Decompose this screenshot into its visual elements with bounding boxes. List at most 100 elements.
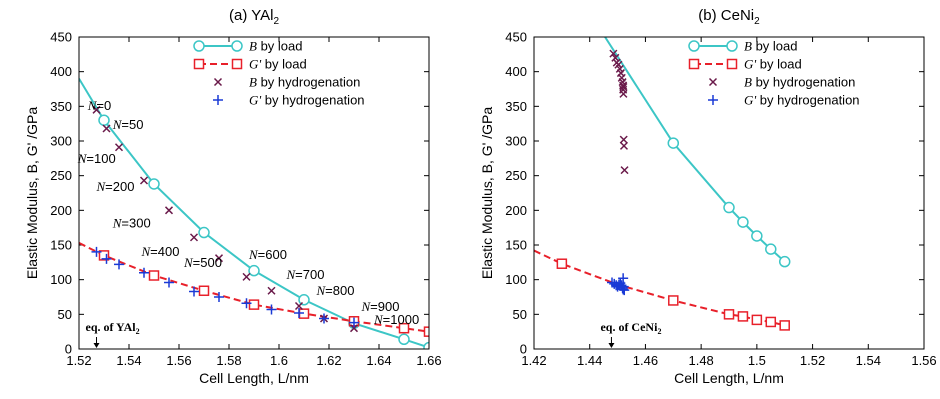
series-3: [607, 273, 630, 296]
data-point-square: [737, 311, 749, 322]
data-point-circle: [765, 243, 777, 255]
y-tick-label: 250: [505, 168, 527, 183]
data-point-x: [611, 53, 620, 62]
n-annotation: N=500: [183, 255, 222, 270]
data-point-circle: [737, 216, 749, 228]
series-2: [609, 49, 629, 175]
y-tick-label: 450: [505, 30, 527, 45]
legend: B by load G' by load B by hydrogenation G' …: [688, 39, 860, 108]
legend-label: B by load: [744, 39, 798, 54]
chart-panel-b: (b) CeNi2 1.42 1.44 1.46 1.48 1.5 1.52 1.54 1.56…: [479, 7, 937, 386]
data-point-square: [765, 316, 777, 328]
data-point-square: [751, 314, 763, 326]
x-tick-label: 1.46: [633, 353, 658, 368]
y-tick-label: 350: [505, 99, 527, 114]
data-point-x: [609, 49, 618, 58]
data-point-x: [349, 324, 359, 333]
x-tick-label: 1.58: [216, 353, 241, 368]
data-point-circle: [148, 178, 160, 190]
data-point-square: [668, 295, 679, 306]
data-point-circle: [298, 294, 310, 306]
x-tick-label: 1.64: [366, 353, 391, 368]
data-point-plus: [91, 246, 102, 257]
n-annotation: N=300: [112, 216, 151, 231]
data-point-x: [102, 124, 111, 133]
n-annotation: N=50: [112, 117, 144, 132]
data-point-x: [619, 89, 628, 98]
x-axis-label: Cell Length, L/nm: [199, 370, 309, 386]
data-point-square: [98, 250, 110, 261]
equilibrium-arrowhead: [93, 343, 100, 348]
data-point-plus: [319, 313, 329, 324]
y-tick-label: 50: [513, 307, 527, 322]
legend-label: G' by load: [249, 57, 307, 72]
data-point-x: [242, 272, 251, 281]
data-point-plus: [139, 267, 149, 278]
data-point-square: [248, 299, 260, 310]
legend-label: B by hydrogenation: [249, 75, 360, 90]
data-point-square: [723, 309, 735, 320]
x-tick-label: 1.54: [856, 353, 881, 368]
y-tick-label: 0: [520, 342, 527, 357]
legend-symbol: [213, 95, 223, 105]
plot-frame: [78, 36, 430, 350]
data-point-plus: [164, 277, 174, 288]
legend-label: G' by hydrogenation: [744, 93, 860, 108]
legend: B by load G' by load B by hydrogenation G' …: [193, 39, 365, 108]
legend-symbol: [708, 77, 718, 87]
data-point-plus: [241, 298, 252, 309]
plot-area: [534, 37, 791, 331]
data-point-plus: [618, 273, 629, 284]
n-annotation: N=1000: [373, 312, 419, 327]
y-tick-label: 150: [50, 238, 72, 253]
x-tick-label: 1.44: [577, 353, 602, 368]
x-tick-label: 1.48: [688, 353, 713, 368]
data-point-square: [198, 285, 210, 297]
series-0: [79, 78, 429, 349]
chart-title: (a) YAl2: [229, 7, 279, 27]
chart-panel-a: (a) YAl2 1.52 1.54 1.56 1.58 1.6 1.62 1.64 1.66 0…: [24, 7, 442, 386]
data-point-square: [148, 270, 160, 281]
n-annotation: N=200: [96, 179, 135, 194]
data-point-plus: [619, 285, 630, 296]
n-annotation: N=800: [316, 283, 355, 298]
data-point-circle: [778, 255, 791, 268]
y-tick-label: 250: [50, 168, 72, 183]
data-point-circle: [198, 226, 210, 239]
y-tick-label: 350: [50, 99, 72, 114]
x-tick-label: 1.54: [116, 353, 141, 368]
y-tick-label: 400: [50, 64, 72, 79]
data-point-plus: [101, 253, 112, 264]
data-point-circle: [667, 137, 680, 149]
data-point-x: [620, 166, 629, 175]
equilibrium-label: eq. of YAl2: [86, 320, 140, 336]
y-tick-label: 0: [65, 342, 72, 357]
y-tick-label: 300: [505, 134, 527, 149]
data-point-x: [619, 82, 628, 91]
legend-label: B by load: [249, 39, 303, 54]
legend-label: G' by load: [744, 57, 802, 72]
equilibrium-label: eq. of CeNi2: [600, 320, 661, 336]
y-tick-label: 300: [50, 134, 72, 149]
data-point-x: [619, 141, 629, 150]
data-point-x: [214, 254, 224, 263]
data-point-plus: [114, 259, 124, 270]
x-tick-label: 1.42: [521, 353, 546, 368]
x-axis-label: Cell Length, L/nm: [674, 370, 784, 386]
data-point-circle: [723, 201, 735, 214]
data-point-circle: [398, 333, 410, 346]
y-tick-label: 100: [505, 272, 527, 287]
chart-title: (b) CeNi2: [698, 7, 760, 27]
series-3: [91, 246, 359, 328]
data-point-circle: [423, 341, 429, 349]
equilibrium-arrowhead: [608, 343, 615, 348]
data-point-plus: [294, 307, 304, 318]
data-point-square: [556, 258, 568, 269]
legend-symbol: [213, 77, 223, 87]
data-point-circle: [248, 264, 260, 277]
x-tick-label: 1.5: [748, 353, 766, 368]
data-point-circle: [98, 114, 110, 126]
data-point-plus: [349, 317, 359, 328]
data-point-x: [267, 286, 276, 295]
